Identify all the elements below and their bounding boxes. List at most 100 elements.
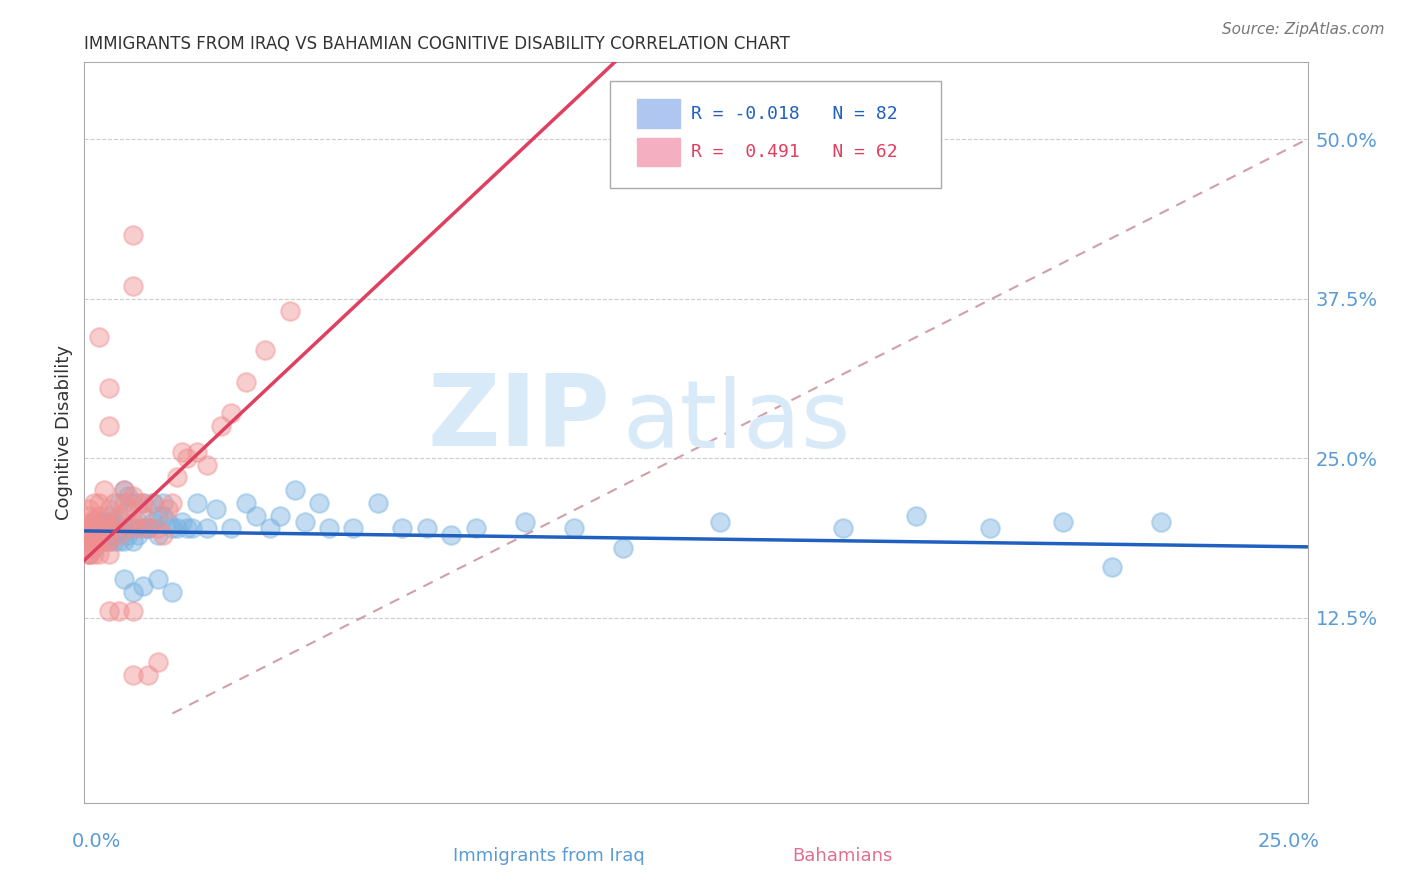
- Point: [1052, 515, 1074, 529]
- Point: [107, 508, 129, 523]
- Point: [831, 521, 853, 535]
- Point: [117, 521, 139, 535]
- Point: [107, 496, 129, 510]
- Point: [93, 515, 115, 529]
- Point: [122, 534, 145, 549]
- Point: [93, 521, 115, 535]
- Point: [97, 527, 120, 541]
- Point: [97, 381, 120, 395]
- Point: [146, 521, 169, 535]
- Point: [83, 541, 105, 555]
- Point: [979, 521, 1001, 535]
- Point: [172, 515, 194, 529]
- Point: [195, 458, 218, 472]
- Point: [97, 419, 120, 434]
- Point: [127, 496, 149, 510]
- Point: [93, 483, 115, 497]
- Point: [87, 547, 110, 561]
- Point: [97, 508, 120, 523]
- Point: [112, 483, 135, 497]
- Point: [219, 521, 242, 535]
- Text: Immigrants from Iraq: Immigrants from Iraq: [453, 847, 645, 865]
- Text: ZIP: ZIP: [427, 369, 610, 467]
- Point: [83, 515, 105, 529]
- Point: [146, 508, 169, 523]
- FancyBboxPatch shape: [610, 81, 941, 188]
- Point: [83, 496, 105, 510]
- Point: [83, 534, 105, 549]
- Point: [117, 527, 139, 541]
- Point: [176, 451, 198, 466]
- Point: [132, 521, 155, 535]
- Text: R =  0.491   N = 62: R = 0.491 N = 62: [692, 143, 897, 161]
- Point: [77, 502, 100, 516]
- Point: [107, 534, 129, 549]
- Point: [127, 527, 149, 541]
- Point: [278, 304, 301, 318]
- Point: [97, 515, 120, 529]
- Point: [1101, 559, 1123, 574]
- Point: [709, 515, 731, 529]
- Point: [318, 521, 340, 535]
- Point: [136, 521, 159, 535]
- Point: [93, 527, 115, 541]
- Point: [1150, 515, 1173, 529]
- Point: [259, 521, 281, 535]
- Point: [107, 527, 129, 541]
- Point: [186, 496, 208, 510]
- Point: [513, 515, 536, 529]
- Point: [269, 508, 291, 523]
- Text: 0.0%: 0.0%: [72, 832, 121, 852]
- Point: [416, 521, 439, 535]
- Point: [107, 521, 129, 535]
- Point: [112, 573, 135, 587]
- Point: [93, 515, 115, 529]
- Point: [122, 668, 145, 682]
- Point: [97, 604, 120, 618]
- Point: [367, 496, 389, 510]
- Point: [166, 521, 188, 535]
- Point: [112, 496, 135, 510]
- Point: [87, 534, 110, 549]
- Point: [172, 444, 194, 458]
- Point: [97, 534, 120, 549]
- Point: [87, 515, 110, 529]
- Point: [77, 515, 100, 529]
- Text: 25.0%: 25.0%: [1258, 832, 1320, 852]
- Point: [77, 521, 100, 535]
- Point: [83, 515, 105, 529]
- Point: [77, 534, 100, 549]
- Point: [245, 508, 267, 523]
- Point: [205, 502, 228, 516]
- Point: [112, 483, 135, 497]
- Point: [122, 278, 145, 293]
- Point: [87, 330, 110, 344]
- Point: [103, 534, 125, 549]
- Point: [391, 521, 413, 535]
- Point: [77, 521, 100, 535]
- Point: [87, 521, 110, 535]
- Point: [117, 490, 139, 504]
- Point: [219, 407, 242, 421]
- Point: [93, 521, 115, 535]
- Point: [162, 496, 184, 510]
- Point: [136, 668, 159, 682]
- Point: [122, 496, 145, 510]
- Point: [77, 527, 100, 541]
- Text: atlas: atlas: [623, 376, 851, 467]
- Point: [87, 496, 110, 510]
- Point: [166, 470, 188, 484]
- Point: [112, 515, 135, 529]
- Point: [122, 521, 145, 535]
- Point: [93, 534, 115, 549]
- Point: [181, 521, 204, 535]
- Point: [294, 515, 316, 529]
- Point: [122, 604, 145, 618]
- Point: [152, 496, 174, 510]
- Point: [146, 573, 169, 587]
- Point: [103, 515, 125, 529]
- Point: [235, 375, 257, 389]
- Text: IMMIGRANTS FROM IRAQ VS BAHAMIAN COGNITIVE DISABILITY CORRELATION CHART: IMMIGRANTS FROM IRAQ VS BAHAMIAN COGNITI…: [84, 35, 790, 53]
- Point: [254, 343, 277, 357]
- Point: [83, 527, 105, 541]
